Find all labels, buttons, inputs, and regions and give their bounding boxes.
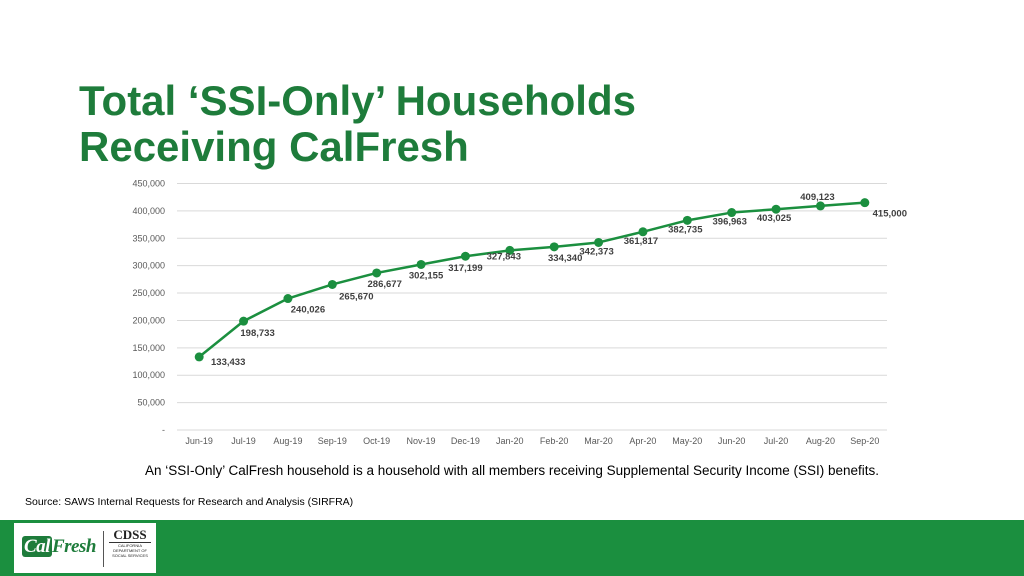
x-tick-label: Jun-20 <box>718 436 746 446</box>
line-chart: - 50,000 100,000 150,000 200,000 250,000 300,0… <box>132 179 907 447</box>
data-label: 342,373 <box>579 246 613 257</box>
y-tick-label: 250,000 <box>132 288 165 298</box>
data-point <box>815 201 825 211</box>
cdss-logo-line-2: DEPARTMENT OF <box>113 548 147 553</box>
data-point <box>372 268 382 278</box>
data-label: 240,026 <box>291 305 325 316</box>
data-point <box>860 198 870 208</box>
data-point <box>682 215 692 225</box>
data-label: 361,817 <box>624 236 658 247</box>
data-label: 396,963 <box>713 217 747 228</box>
x-tick-label: Oct-19 <box>363 436 390 446</box>
y-tick-label: 200,000 <box>132 315 165 325</box>
data-label: 409,123 <box>800 192 834 203</box>
calfresh-logo: Cal Fresh <box>22 536 96 558</box>
calfresh-logo-cal: Cal <box>22 536 52 557</box>
page-title: Total ‘SSI-Only’ Households Receiving Ca… <box>79 78 879 170</box>
footer-bar <box>0 520 1024 576</box>
x-tick-label: Aug-20 <box>806 436 835 446</box>
cdss-logo-line-3: SOCIAL SERVICES <box>112 553 148 558</box>
data-label: 317,199 <box>448 263 482 274</box>
data-point <box>416 259 426 269</box>
x-tick-label: Sep-20 <box>850 436 879 446</box>
calfresh-logo-fresh: Fresh <box>51 536 96 557</box>
chart-footnote: An ‘SSI-Only’ CalFresh household is a ho… <box>144 463 880 478</box>
y-tick-label: 50,000 <box>137 398 165 408</box>
data-point <box>194 352 204 362</box>
title-line-1: Total ‘SSI-Only’ Households <box>79 77 636 124</box>
x-tick-label: Aug-19 <box>273 436 302 446</box>
x-tick-label: Feb-20 <box>540 436 569 446</box>
title-line-2: Receiving CalFresh <box>79 123 469 170</box>
data-label: 133,433 <box>211 357 245 368</box>
data-point <box>239 316 249 326</box>
x-tick-label: May-20 <box>672 436 702 446</box>
data-label: 198,733 <box>240 328 274 339</box>
y-tick-label: 300,000 <box>132 261 165 271</box>
data-point <box>771 204 781 214</box>
x-tick-label: Dec-19 <box>451 436 480 446</box>
data-label: 265,670 <box>339 291 373 302</box>
data-label: 334,340 <box>548 253 582 264</box>
x-tick-label: Jul-20 <box>764 436 789 446</box>
data-point <box>549 242 559 252</box>
x-tick-label: Nov-19 <box>407 436 436 446</box>
data-point <box>460 251 470 261</box>
x-tick-label: Jan-20 <box>496 436 524 446</box>
y-tick-label: 350,000 <box>132 233 165 243</box>
data-label: 286,677 <box>368 279 402 290</box>
data-point <box>727 208 737 218</box>
data-label: 403,025 <box>757 213 792 224</box>
cdss-logo-acronym: CDSS <box>109 527 151 543</box>
data-label: 415,000 <box>873 209 907 220</box>
x-tick-label: Apr-20 <box>629 436 656 446</box>
footer-logos: Cal Fresh CDSS CALIFORNIA DEPARTMENT OF S… <box>14 523 156 573</box>
cdss-logo: CDSS CALIFORNIA DEPARTMENT OF SOCIAL SER… <box>109 527 151 569</box>
data-point <box>327 279 337 289</box>
data-label: 302,155 <box>409 270 444 281</box>
data-label: 327,843 <box>487 251 521 262</box>
data-point <box>638 227 648 237</box>
data-point <box>505 245 515 255</box>
data-point <box>283 294 293 304</box>
x-tick-label: Jun-19 <box>185 436 213 446</box>
data-point <box>594 237 604 247</box>
x-tick-label: Sep-19 <box>318 436 347 446</box>
y-tick-label: 400,000 <box>132 206 165 216</box>
y-tick-label: - <box>162 425 165 435</box>
cdss-logo-line-1: CALIFORNIA <box>117 543 142 548</box>
y-tick-label: 100,000 <box>132 370 165 380</box>
x-tick-label: Jul-19 <box>231 436 256 446</box>
x-tick-label: Mar-20 <box>584 436 613 446</box>
logo-divider <box>103 531 104 567</box>
y-tick-label: 150,000 <box>132 343 165 353</box>
source-citation: Source: SAWS Internal Requests for Resea… <box>25 496 354 508</box>
y-tick-label: 450,000 <box>132 179 165 189</box>
data-label: 382,735 <box>668 224 703 235</box>
series-line <box>198 201 865 358</box>
